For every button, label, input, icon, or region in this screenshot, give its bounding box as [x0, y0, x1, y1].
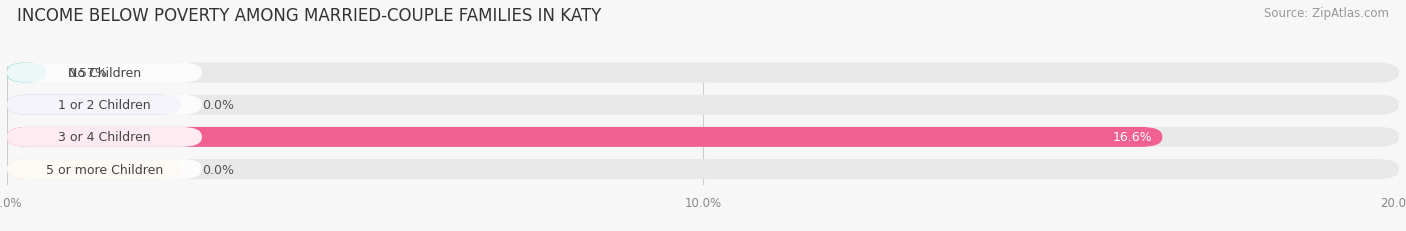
FancyBboxPatch shape — [7, 127, 1163, 147]
Text: 0.0%: 0.0% — [202, 99, 233, 112]
FancyBboxPatch shape — [7, 63, 1399, 83]
Text: 3 or 4 Children: 3 or 4 Children — [58, 131, 150, 144]
FancyBboxPatch shape — [7, 159, 1399, 179]
FancyBboxPatch shape — [7, 127, 1399, 147]
Text: 0.57%: 0.57% — [67, 67, 108, 80]
FancyBboxPatch shape — [7, 159, 202, 179]
Text: 16.6%: 16.6% — [1112, 131, 1152, 144]
Text: Source: ZipAtlas.com: Source: ZipAtlas.com — [1264, 7, 1389, 20]
Text: No Children: No Children — [67, 67, 141, 80]
FancyBboxPatch shape — [7, 63, 202, 83]
Text: 5 or more Children: 5 or more Children — [46, 163, 163, 176]
FancyBboxPatch shape — [7, 95, 181, 115]
Text: 1 or 2 Children: 1 or 2 Children — [58, 99, 150, 112]
FancyBboxPatch shape — [7, 127, 202, 147]
Text: 0.0%: 0.0% — [202, 163, 233, 176]
FancyBboxPatch shape — [7, 95, 202, 115]
FancyBboxPatch shape — [7, 63, 46, 83]
FancyBboxPatch shape — [7, 159, 181, 179]
Text: INCOME BELOW POVERTY AMONG MARRIED-COUPLE FAMILIES IN KATY: INCOME BELOW POVERTY AMONG MARRIED-COUPL… — [17, 7, 602, 25]
FancyBboxPatch shape — [7, 95, 1399, 115]
